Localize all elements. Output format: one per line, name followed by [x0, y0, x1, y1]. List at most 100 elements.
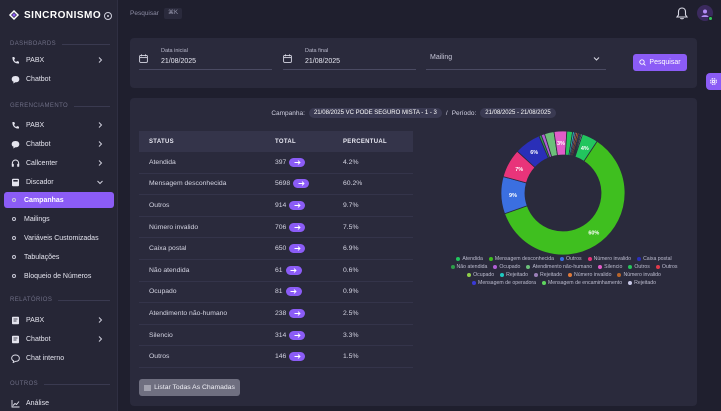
slice-label: 4%	[581, 146, 589, 152]
legend-label: Outros	[634, 264, 650, 270]
legend-swatch	[500, 273, 505, 277]
search-button-label: Pesquisar	[649, 59, 681, 66]
mailing-select[interactable]: Mailing	[426, 46, 606, 70]
sidebar-item-pabx[interactable]: PABX	[4, 312, 114, 328]
sidebar-item-label: Chatbot	[26, 75, 51, 83]
sidebar-item-pabx[interactable]: PABX	[4, 52, 114, 68]
legend-swatch	[456, 257, 461, 261]
view-details-button[interactable]	[289, 330, 306, 340]
legend-label: Ocupado	[473, 272, 495, 278]
view-details-button[interactable]	[285, 287, 302, 297]
legend-item[interactable]: Caixa postal	[637, 256, 672, 262]
sidebar-item-chatbot[interactable]: Chatbot	[4, 331, 114, 347]
legend-item[interactable]: Ocupado	[493, 264, 520, 270]
avatar[interactable]	[697, 5, 713, 21]
row-status: Caixa postal	[149, 245, 187, 253]
legend-item[interactable]: Mensagem de operadora	[472, 280, 536, 286]
legend-item[interactable]: Outros	[655, 264, 677, 270]
slice-label: 6%	[530, 150, 538, 156]
campaign-label: Campanha:	[271, 109, 305, 117]
row-percent: 1.5%	[343, 353, 359, 361]
circle-bullet-icon	[12, 198, 16, 202]
phone-icon	[11, 56, 19, 64]
sidebar-item-pabx[interactable]: PABX	[4, 117, 114, 133]
legend-item[interactable]: Rejeitado	[500, 272, 528, 278]
legend-item[interactable]: Outros	[628, 264, 650, 270]
view-details-button[interactable]	[289, 308, 306, 318]
legend-item[interactable]: Mensagem de encaminhamento	[541, 280, 623, 286]
view-details-button[interactable]	[289, 200, 306, 210]
table-row: Mensagem desconhecida 5698 60.2%	[139, 174, 413, 196]
row-total-value: 650	[275, 245, 287, 253]
donut-slice[interactable]	[573, 133, 584, 158]
row-percent: 7.5%	[343, 223, 359, 231]
campaign-separator: /	[445, 109, 448, 117]
legend-item[interactable]: Número invalido	[587, 256, 631, 262]
row-status: Atendida	[149, 158, 176, 166]
legend-item[interactable]: Rejeitado	[628, 280, 656, 286]
search-icon	[639, 59, 647, 66]
legend-item[interactable]: Mensagem desconhecida	[488, 256, 554, 262]
sidebar-item-analise[interactable]: Análise	[4, 395, 114, 411]
sidebar-toggle-icon[interactable]	[104, 12, 112, 20]
table-row: Outros 146 1.5%	[139, 346, 413, 368]
chevron-right-icon	[98, 57, 103, 63]
legend-item[interactable]: Número invalido	[617, 272, 661, 278]
settings-gear-button[interactable]	[706, 73, 721, 90]
sidebar-item-bloqueio-de-numeros[interactable]: Bloqueio de Números	[4, 268, 114, 284]
legend-swatch	[488, 257, 493, 261]
sidebar-item-label: Mailings	[24, 215, 50, 223]
end-date-field[interactable]: Data final 21/08/2025	[283, 46, 416, 70]
row-status: Outros	[149, 353, 170, 361]
chat-outline-icon	[10, 354, 20, 363]
calendar-icon	[283, 54, 292, 63]
sidebar-item-label: Tabulações	[24, 253, 60, 261]
sidebar-item-tabulacoes[interactable]: Tabulações	[4, 249, 114, 265]
view-details-button[interactable]	[289, 157, 306, 167]
sidebar-item-chatbot[interactable]: Chatbot	[4, 136, 114, 152]
brand-logo[interactable]: SINCRONISMO	[8, 9, 101, 21]
sidebar-item-mailings[interactable]: Mailings	[4, 211, 114, 227]
row-status: Silencio	[149, 331, 173, 339]
row-total-value: 146	[275, 353, 287, 361]
sidebar-item-discador[interactable]: Discador	[4, 174, 114, 190]
search-button[interactable]: Pesquisar	[633, 54, 687, 71]
view-details-button[interactable]	[289, 244, 306, 254]
row-total-value: 238	[275, 309, 287, 317]
start-date-field[interactable]: Data inicial 21/08/2025	[139, 46, 272, 70]
bell-icon[interactable]	[676, 7, 688, 20]
sidebar-item-chatbot[interactable]: Chatbot	[4, 71, 114, 87]
row-total: 146	[275, 352, 343, 362]
view-details-button[interactable]	[285, 265, 302, 275]
legend-item[interactable]: Atendida	[456, 256, 483, 262]
view-details-button[interactable]	[289, 222, 306, 232]
legend-item[interactable]: Não atendida	[450, 264, 487, 270]
legend-item[interactable]: Silencio	[598, 264, 622, 270]
start-date-value: 21/08/2025	[161, 58, 197, 65]
chevron-right-icon	[98, 317, 103, 323]
legend-item[interactable]: Outros	[560, 256, 582, 262]
legend-item[interactable]: Atendimento não-humano	[526, 264, 592, 270]
donut-slice[interactable]	[504, 140, 626, 256]
sidebar-item-campanhas[interactable]: Campanhas	[4, 192, 114, 208]
view-details-button[interactable]	[289, 352, 306, 362]
section-outros: OUTROS	[10, 381, 110, 387]
legend-label: Mensagem de encaminhamento	[547, 280, 623, 286]
sidebar-item-variaveis-customizadas[interactable]: Variáveis Customizadas	[4, 230, 114, 246]
table-row: Outros 914 9.7%	[139, 195, 413, 217]
topbar: Pesquisar ⌘K	[118, 0, 721, 30]
view-details-button[interactable]	[293, 179, 310, 189]
sidebar-item-callcenter[interactable]: Callcenter	[4, 155, 114, 171]
top-search-label[interactable]: Pesquisar	[130, 10, 159, 17]
legend-item[interactable]: Rejeitado	[534, 272, 562, 278]
legend-swatch	[628, 281, 633, 285]
user-avatar-icon	[701, 9, 709, 17]
legend-item[interactable]: Número invalido	[567, 272, 611, 278]
arrow-right-icon	[294, 224, 301, 230]
row-percent: 60.2%	[343, 180, 363, 188]
legend-item[interactable]: Ocupado	[467, 272, 494, 278]
sidebar-item-chat-interno[interactable]: Chat interno	[4, 350, 114, 366]
list-all-calls-button[interactable]: Listar Todas As Chamadas	[139, 379, 240, 396]
legend-label: Rejeitado	[634, 280, 656, 286]
report-icon	[11, 335, 19, 343]
